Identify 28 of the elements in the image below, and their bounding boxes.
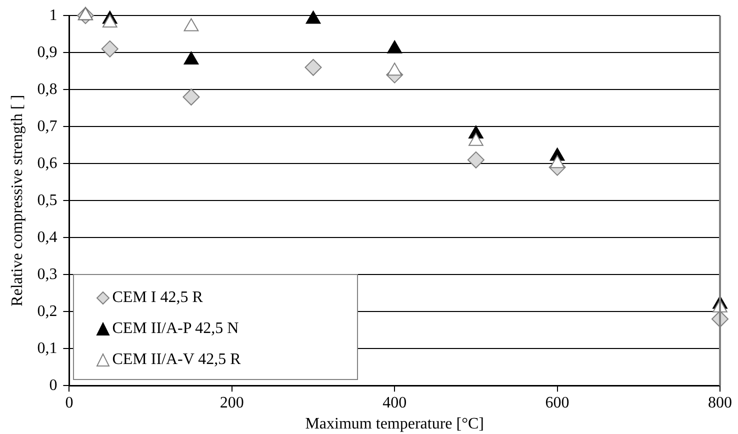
point <box>306 10 321 24</box>
point <box>387 40 402 54</box>
y-tick-label: 0,3 <box>37 266 58 283</box>
x-tick-label: 400 <box>382 394 407 412</box>
x-axis-title: Maximum temperature [°C] <box>305 416 484 433</box>
x-tick-label: 200 <box>220 394 244 412</box>
y-tick-label: 0,2 <box>37 302 58 320</box>
y-tick-label: 0,4 <box>37 228 58 246</box>
x-tick-label: 600 <box>545 394 570 412</box>
y-tick-label: 0,9 <box>37 44 58 61</box>
y-tick-label: 0 <box>49 376 58 394</box>
x-tick-label: 800 <box>708 394 732 412</box>
y-tick-label: 0,5 <box>37 192 58 209</box>
point <box>468 132 484 146</box>
point <box>102 14 118 28</box>
y-tick-label: 0,7 <box>37 118 58 135</box>
point <box>550 155 565 168</box>
y-tick-label: 0,8 <box>37 80 58 98</box>
legend-label: CEM I 42,5 R <box>112 289 203 308</box>
point <box>184 52 199 64</box>
y-tick-label: 0,1 <box>37 340 58 357</box>
y-tick-label: 0,6 <box>37 154 58 172</box>
y-axis-title: Relative compressive strength [ ] <box>8 94 26 306</box>
point <box>387 62 402 76</box>
x-tick-label: 0 <box>65 394 74 412</box>
legend-label: CEM II/A-V 42,5 R <box>112 351 241 370</box>
legend-label: CEM II/A-P 42,5 N <box>112 320 239 338</box>
y-tick-label: 1 <box>49 6 58 24</box>
